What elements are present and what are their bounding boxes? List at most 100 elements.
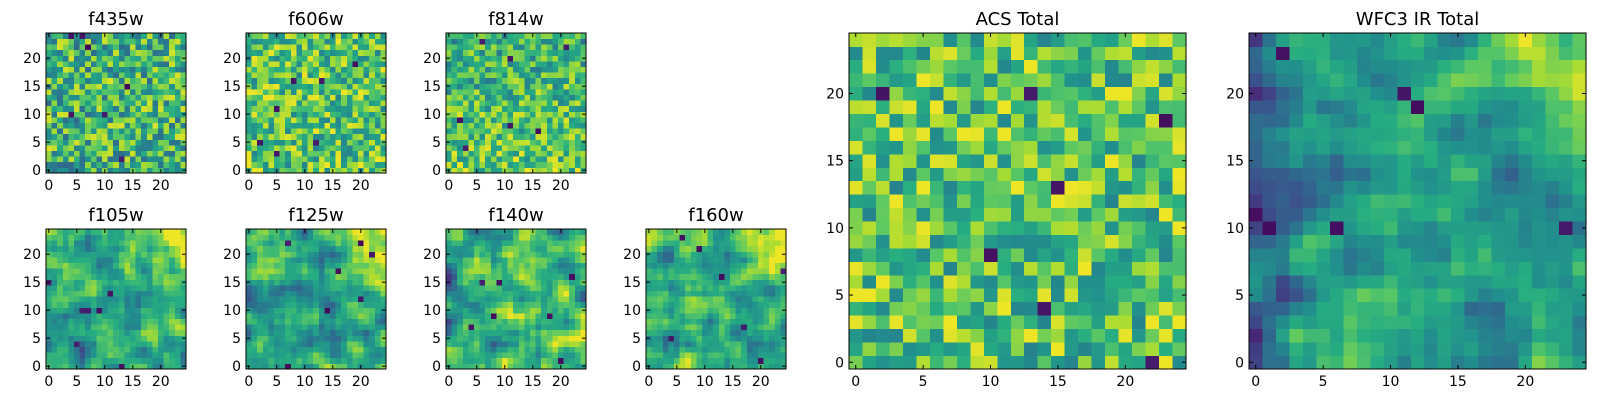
heatmap-cell: [96, 257, 103, 263]
heatmap-cell: [130, 150, 136, 157]
heatmap-cell: [268, 273, 275, 280]
heatmap-cell: [1105, 288, 1119, 303]
heatmap-cell: [268, 49, 275, 56]
heatmap-cell: [769, 363, 776, 370]
heatmap-cell: [569, 117, 576, 123]
heatmap-cell: [1118, 167, 1133, 182]
heatmap-cell: [580, 273, 587, 280]
heatmap-cell: [169, 33, 176, 39]
heatmap-cell: [358, 49, 364, 56]
heatmap-cell: [552, 100, 559, 107]
heatmap-cell: [997, 261, 1012, 276]
heatmap-cell: [341, 72, 348, 79]
heatmap-cell: [569, 335, 576, 342]
heatmap-cell: [313, 357, 320, 364]
heatmap-cell: [262, 111, 269, 118]
heatmap-cell: [90, 268, 97, 275]
heatmap-cell: [313, 133, 320, 140]
heatmap-cell: [158, 268, 164, 275]
heatmap-cell: [490, 83, 497, 90]
heatmap-cell: [875, 194, 890, 209]
heatmap-cell: [307, 273, 314, 280]
heatmap-cell: [752, 262, 759, 269]
heatmap-cell: [369, 66, 376, 73]
heatmap-cell: [746, 257, 753, 263]
heatmap-cell: [363, 234, 370, 241]
heatmap-cell: [983, 248, 998, 262]
heatmap-cell: [74, 357, 80, 364]
heatmap-cell: [363, 111, 370, 118]
heatmap-cell: [285, 44, 292, 51]
heatmap-cell: [502, 313, 508, 319]
heatmap-cell: [335, 72, 342, 79]
heatmap-cell: [313, 268, 320, 275]
heatmap-cell: [485, 296, 492, 303]
heatmap-cell: [563, 335, 570, 342]
heatmap-cell: [257, 318, 264, 325]
heatmap-cell: [713, 307, 720, 314]
heatmap-cell: [85, 363, 92, 370]
heatmap-cell: [552, 234, 559, 241]
heatmap-cell: [302, 61, 308, 67]
heatmap-cell: [74, 329, 80, 336]
heatmap-cell: [302, 329, 308, 336]
heatmap-cell: [146, 105, 153, 112]
y-tick-label: 15: [23, 275, 41, 291]
heatmap-cell: [1091, 234, 1106, 249]
heatmap-cell: [446, 161, 452, 168]
heatmap-cell: [257, 290, 264, 297]
heatmap-cell: [380, 150, 387, 157]
heatmap-cell: [1078, 261, 1092, 276]
heatmap-cell: [102, 290, 108, 297]
heatmap-cell: [849, 288, 863, 303]
heatmap-cell: [285, 318, 292, 325]
heatmap-cell: [496, 279, 503, 286]
heatmap-cell: [279, 240, 286, 247]
heatmap-cell: [335, 38, 342, 45]
heatmap-cell: [279, 49, 286, 56]
heatmap-cell: [468, 150, 475, 157]
heatmap-cell: [324, 251, 331, 258]
heatmap-cell: [490, 296, 497, 303]
heatmap-cell: [774, 240, 781, 247]
heatmap-cell: [451, 94, 458, 101]
heatmap-cell: [46, 268, 52, 275]
heatmap-cell: [679, 273, 686, 280]
heatmap-cell: [479, 150, 486, 157]
heatmap-cell: [274, 66, 280, 73]
heatmap-cell: [758, 335, 764, 342]
y-tick-label: 10: [423, 303, 441, 319]
heatmap-cell: [274, 251, 280, 258]
heatmap-cell: [718, 234, 725, 241]
heatmap-cell: [496, 33, 503, 39]
heatmap-cell: [363, 262, 370, 269]
heatmap-cell: [51, 61, 58, 67]
heatmap-cell: [496, 273, 503, 280]
heatmap-cell: [169, 156, 176, 163]
heatmap-cell: [524, 318, 531, 325]
heatmap-cell: [363, 105, 370, 112]
heatmap-cell: [358, 318, 364, 325]
heatmap-cell: [558, 341, 564, 347]
heatmap-cell: [296, 251, 303, 258]
heatmap-cell: [679, 346, 686, 353]
heatmap-cell: [341, 290, 348, 297]
heatmap-cell: [290, 313, 297, 319]
heatmap-cell: [651, 273, 658, 280]
heatmap-cell: [374, 341, 381, 347]
heatmap-cell: [324, 341, 331, 347]
heatmap-cell: [107, 329, 114, 336]
heatmap-cell: [446, 318, 452, 325]
heatmap-cell: [1145, 221, 1160, 235]
heatmap-cell: [68, 167, 75, 174]
heatmap-cell: [374, 77, 381, 84]
heatmap-cell: [558, 72, 564, 79]
heatmap-cell: [85, 357, 92, 364]
heatmap-cell: [502, 156, 508, 163]
heatmap-cell: [118, 307, 125, 314]
heatmap-cell: [685, 346, 692, 353]
heatmap-cell: [690, 273, 697, 280]
heatmap-cell: [524, 329, 531, 336]
heatmap-cell: [307, 318, 314, 325]
